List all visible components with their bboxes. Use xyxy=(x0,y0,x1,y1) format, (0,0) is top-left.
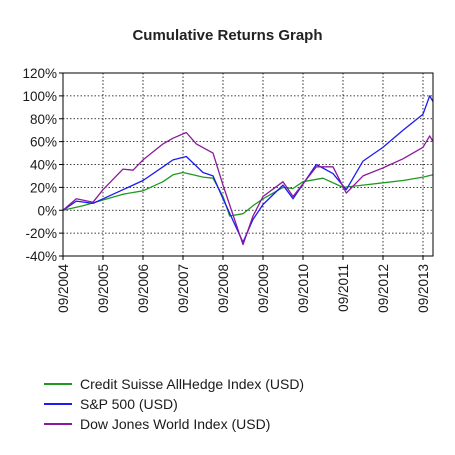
series-line xyxy=(62,171,434,217)
x-tick-label: 09/2013 xyxy=(416,264,431,313)
legend-label: S&P 500 (USD) xyxy=(80,396,178,412)
x-tick-label: 09/2005 xyxy=(96,264,111,313)
x-tick-label: 09/2007 xyxy=(176,264,191,313)
y-tick-label: 120% xyxy=(22,66,57,81)
y-tick-label: 80% xyxy=(30,112,57,127)
x-tick-label: 09/2010 xyxy=(296,264,311,313)
x-tick-label: 09/2008 xyxy=(216,264,231,313)
x-tick-label: 09/2011 xyxy=(336,264,351,312)
x-axis-ticks: 09/2004 09/2005 09/2006 09/2007 09/2008 09/20… xyxy=(56,256,431,313)
legend-label: Dow Jones World Index (USD) xyxy=(80,416,271,432)
series-line xyxy=(62,131,434,246)
legend-item: Dow Jones World Index (USD) xyxy=(44,414,304,434)
x-tick-label: 09/2006 xyxy=(136,264,151,313)
x-tick-label: 09/2004 xyxy=(56,264,71,313)
legend-swatch xyxy=(44,403,72,405)
y-tick-label: 60% xyxy=(30,135,57,150)
y-tick-label: 0% xyxy=(37,203,57,218)
legend-swatch xyxy=(44,383,72,385)
y-tick-label: 100% xyxy=(22,89,57,104)
y-axis-ticks: 120% 100% 80% 60% 40% 20% 0% -20% -40% xyxy=(22,66,63,264)
x-tick-label: 09/2009 xyxy=(256,264,271,313)
y-tick-label: -20% xyxy=(25,226,57,241)
y-tick-label: 40% xyxy=(30,158,57,173)
x-tick-label: 09/2012 xyxy=(376,264,391,313)
series-lines xyxy=(62,95,434,246)
series-line xyxy=(62,95,434,243)
y-tick-label: -40% xyxy=(25,249,57,264)
legend-item: Credit Suisse AllHedge Index (USD) xyxy=(44,374,304,394)
legend: Credit Suisse AllHedge Index (USD) S&P 5… xyxy=(44,374,304,434)
y-tick-label: 20% xyxy=(30,180,57,195)
chart-title: Cumulative Returns Graph xyxy=(132,27,323,44)
legend-swatch xyxy=(44,423,72,425)
legend-item: S&P 500 (USD) xyxy=(44,394,304,414)
legend-label: Credit Suisse AllHedge Index (USD) xyxy=(80,376,305,392)
